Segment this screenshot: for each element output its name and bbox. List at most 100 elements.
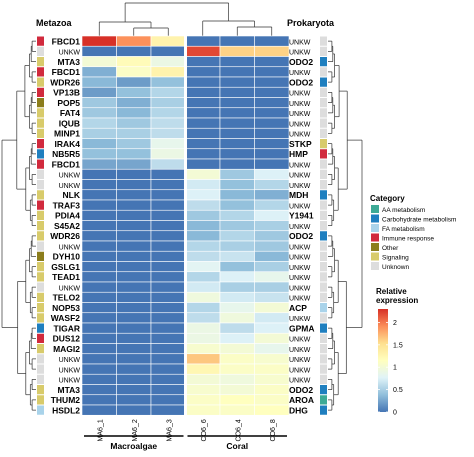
heatmap-cell — [150, 240, 186, 252]
heatmap-cell — [219, 97, 255, 109]
right-category-mark — [320, 169, 327, 179]
heatmap-cell — [116, 322, 152, 334]
heatmap-cell — [116, 138, 152, 150]
heatmap-cell — [254, 384, 290, 396]
right-header: Prokaryota — [287, 18, 335, 28]
left-row-label: UNKW — [59, 183, 81, 190]
heatmap-cell — [116, 271, 152, 283]
right-row-label: UNKW — [289, 121, 311, 128]
heatmap-cell — [254, 220, 290, 232]
heatmap-cell — [116, 199, 152, 211]
heatmap-cell — [254, 209, 290, 221]
left-row-label: TRAF3 — [53, 200, 81, 210]
heatmap-cell — [81, 76, 117, 88]
heatmap-cell — [150, 86, 186, 98]
heatmap-cell — [150, 281, 186, 293]
heatmap-cell — [116, 56, 152, 68]
heatmap-cell — [254, 148, 290, 160]
left-category-mark — [37, 200, 44, 210]
heatmap-cell — [219, 45, 255, 57]
heatmap-cell — [185, 384, 221, 396]
right-row-label: UNKW — [289, 285, 311, 292]
heatmap-cell — [116, 363, 152, 375]
heatmap-cell — [150, 394, 186, 406]
right-row-label: ODO2 — [289, 385, 313, 395]
right-row-label: UNKW — [289, 50, 311, 57]
heatmap-cell — [116, 189, 152, 201]
heatmap-cell — [81, 107, 117, 119]
heatmap-cell — [254, 302, 290, 314]
category-label: Unknown — [382, 264, 409, 271]
heatmap-cell — [150, 117, 186, 129]
heatmap-cell — [219, 373, 255, 385]
heatmap-cell — [150, 302, 186, 314]
left-category-mark — [37, 77, 44, 87]
heatmap-cell — [254, 271, 290, 283]
category-swatch — [371, 224, 379, 232]
right-category-mark — [320, 210, 327, 220]
right-category-mark — [320, 87, 327, 97]
left-category-mark — [37, 395, 44, 405]
heatmap-cell — [116, 168, 152, 180]
heatmap-cell — [116, 76, 152, 88]
heatmap-cell — [185, 291, 221, 303]
category-swatch — [371, 205, 379, 213]
right-row-label: UNKW — [289, 183, 311, 190]
heatmap-cell — [185, 312, 221, 324]
category-label: FA metabolism — [382, 226, 425, 233]
heatmap-cell — [150, 168, 186, 180]
heatmap-cell — [185, 322, 221, 334]
heatmap-cell — [185, 107, 221, 119]
heatmap-cell — [81, 66, 117, 78]
heatmap-cell — [185, 127, 221, 139]
heatmap-cell — [150, 332, 186, 344]
right-row-label: Y1941 — [289, 211, 314, 221]
left-category-mark — [37, 231, 44, 241]
colorbar-tick-label: 1 — [393, 365, 397, 372]
heatmap-cell — [185, 261, 221, 273]
heatmap-cells — [81, 35, 290, 416]
heatmap-cell — [254, 332, 290, 344]
colorbar-title: Relative expression — [376, 287, 418, 305]
right-row-label: UNKW — [289, 296, 311, 303]
heatmap-cell — [254, 66, 290, 78]
heatmap-cell — [185, 230, 221, 242]
right-category-mark — [320, 67, 327, 77]
heatmap-cell — [185, 76, 221, 88]
heatmap-cell — [150, 127, 186, 139]
heatmap-cell — [219, 394, 255, 406]
left-row-label: NOP53 — [52, 303, 80, 313]
heatmap-cell — [81, 394, 117, 406]
heatmap-cell — [219, 148, 255, 160]
heatmap-cell — [81, 199, 117, 211]
heatmap-cell — [219, 138, 255, 150]
left-row-label: S45A2 — [54, 221, 80, 231]
heatmap-cell — [81, 148, 117, 160]
heatmap-cell — [254, 199, 290, 211]
heatmap-cell — [81, 56, 117, 68]
right-row-label: UNKW — [289, 347, 311, 354]
column-label: CO6_8 — [270, 419, 277, 441]
right-row-label: UNKW — [289, 111, 311, 118]
heatmap-cell — [219, 363, 255, 375]
heatmap-cell — [254, 230, 290, 242]
right-row-label: ACP — [289, 303, 307, 313]
right-category-mark — [320, 159, 327, 169]
heatmap-cell — [219, 76, 255, 88]
left-row-label: WASF2 — [51, 313, 81, 323]
heatmap-cell — [219, 302, 255, 314]
heatmap-cell — [219, 230, 255, 242]
left-row-label: FBCD1 — [52, 159, 81, 169]
left-header: Metazoa — [36, 18, 73, 28]
left-row-label: HSDL2 — [52, 405, 80, 415]
heatmap-cell — [254, 97, 290, 109]
heatmap-cell — [185, 353, 221, 365]
left-category-mark — [37, 364, 44, 374]
heatmap-cell — [185, 281, 221, 293]
heatmap-cell — [150, 76, 186, 88]
heatmap-cell — [185, 199, 221, 211]
heatmap-cell — [116, 179, 152, 191]
heatmap-cell — [81, 261, 117, 273]
right-row-label: UNKW — [289, 39, 311, 46]
right-category-mark — [320, 241, 327, 251]
